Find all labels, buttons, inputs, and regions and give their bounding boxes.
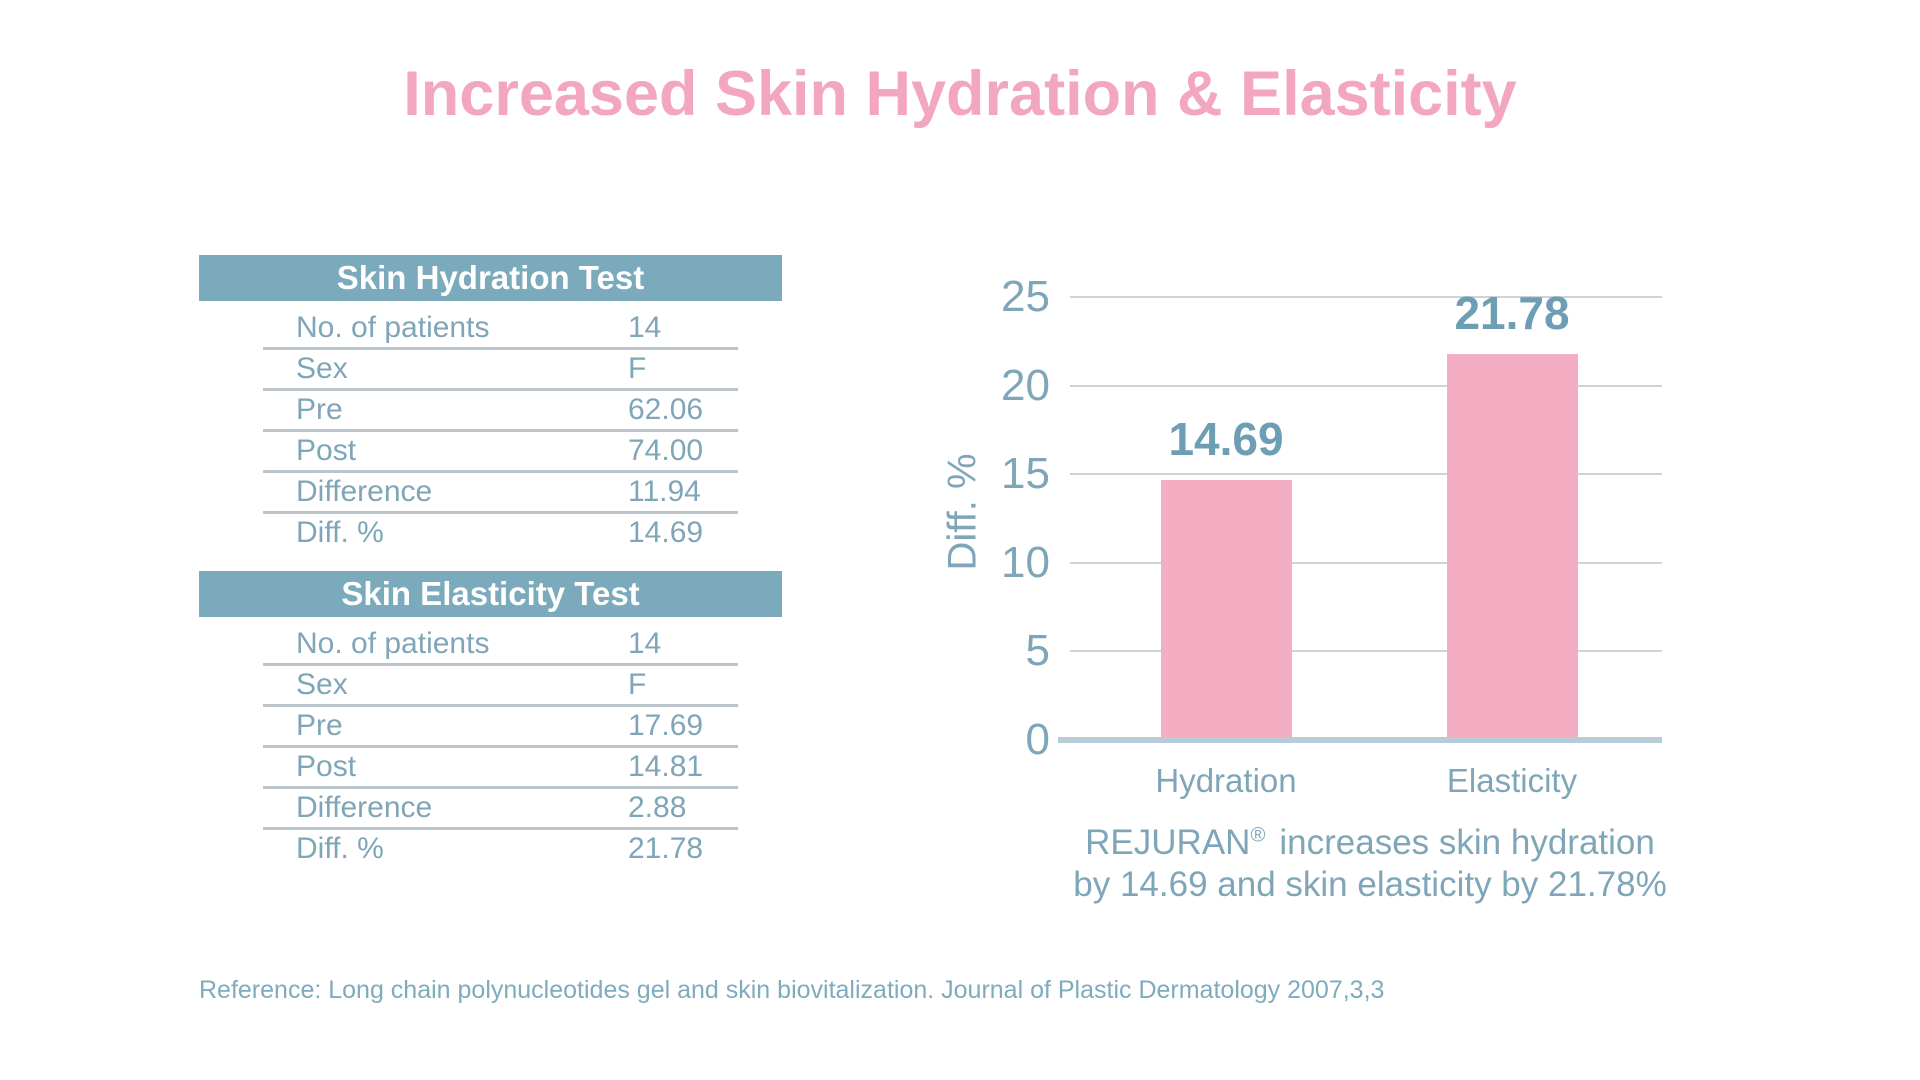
row-value: 14: [628, 627, 662, 660]
row-value: 17.69: [628, 709, 704, 742]
y-axis-tick: 5: [1025, 626, 1050, 676]
x-axis-category-label: Elasticity: [1446, 762, 1578, 799]
bar-value-label: 21.78: [1454, 287, 1570, 340]
x-axis-category-label: Hydration: [1155, 762, 1297, 799]
table-row: Post 74.00: [263, 432, 738, 473]
row-label: Difference: [296, 475, 433, 508]
row-label: Sex: [296, 352, 348, 385]
row-label: Pre: [296, 393, 343, 426]
hydration-table-header: Skin Hydration Test: [199, 255, 782, 301]
caption-line-1: REJURAN® increases skin hydration: [1040, 822, 1700, 864]
bar-hydration: [1160, 479, 1292, 740]
table-row: Diff. % 14.69: [263, 514, 738, 555]
gridline: [1070, 473, 1662, 476]
row-label: Diff. %: [296, 832, 384, 865]
row-value: 74.00: [628, 434, 704, 467]
x-axis-baseline: [1058, 737, 1662, 743]
table-row: Post 14.81: [263, 748, 738, 789]
row-value: F: [628, 668, 647, 701]
row-value: 21.78: [628, 832, 704, 865]
table-row: Diff. % 21.78: [263, 830, 738, 871]
table-row: Sex F: [263, 350, 738, 391]
table-row: Pre 62.06: [263, 391, 738, 432]
gridline: [1070, 561, 1662, 564]
caption-line-1-text: increases skin hydration: [1279, 823, 1655, 862]
data-tables: Skin Hydration Test No. of patients 14 Se…: [199, 255, 782, 871]
y-axis-tick: 25: [1001, 272, 1050, 321]
row-value: 62.06: [628, 393, 704, 426]
y-axis-tick: 0: [1025, 715, 1050, 764]
y-axis-tick: 10: [1001, 537, 1050, 587]
caption-line-2: by 14.69 and skin elasticity by 21.78%: [1073, 865, 1667, 904]
row-value: F: [628, 352, 647, 385]
row-value: 14.81: [628, 750, 704, 783]
page-title: Increased Skin Hydration & Elasticity: [403, 59, 1517, 129]
row-label: Post: [296, 434, 357, 467]
hydration-table: No. of patients 14 Sex F Pre 62.06 Post 74.0…: [199, 301, 782, 555]
y-axis-tick: 15: [1001, 449, 1050, 499]
table-row: Sex F: [263, 666, 738, 707]
row-value: 14.69: [628, 516, 704, 549]
row-label: Diff. %: [296, 516, 384, 549]
reference-text: Reference: Long chain polynucleotides ge…: [199, 976, 1385, 1004]
elasticity-table: No. of patients 14 Sex F Pre 17.69 Post 14.8…: [199, 617, 782, 871]
row-label: Sex: [296, 668, 348, 701]
brand-name: REJURAN: [1085, 823, 1251, 862]
table-row: Pre 17.69: [263, 707, 738, 748]
row-label: Post: [296, 750, 357, 783]
elasticity-table-header: Skin Elasticity Test: [199, 571, 782, 617]
row-label: Pre: [296, 709, 343, 742]
table-row: Difference 2.88: [263, 789, 738, 830]
chart-caption: REJURAN® increases skin hydration by 14.6…: [1040, 822, 1700, 906]
row-label: No. of patients: [296, 627, 490, 660]
row-label: No. of patients: [296, 311, 490, 344]
row-value: 11.94: [628, 475, 701, 508]
gridline: [1070, 650, 1662, 653]
registered-mark: ®: [1250, 824, 1266, 847]
bar-value-label: 14.69: [1168, 412, 1284, 465]
table-row: No. of patients 14: [263, 309, 738, 350]
bar-chart-plot-area: Diff. % 0 5 10 15 20 25 14.69 Hydration 21.78 Ela…: [941, 272, 1662, 799]
y-axis-tick: 20: [1001, 360, 1050, 410]
table-row: No. of patients 14: [263, 625, 738, 666]
row-label: Difference: [296, 791, 433, 824]
row-value: 14: [628, 311, 662, 344]
gridline: [1070, 296, 1662, 298]
bar-elasticity: [1446, 354, 1578, 740]
gridline: [1070, 384, 1662, 387]
row-value: 2.88: [628, 791, 687, 824]
table-row: Difference 11.94: [263, 473, 738, 514]
